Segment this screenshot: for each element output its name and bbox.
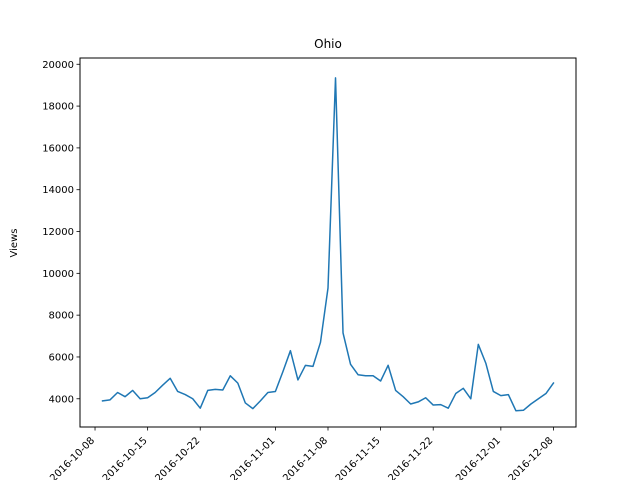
y-tick-label: 12000 — [42, 227, 74, 238]
y-tick-label: 6000 — [49, 352, 74, 363]
chart-title: Ohio — [314, 37, 342, 51]
y-tick-label: 16000 — [42, 143, 74, 154]
y-tick-label: 18000 — [42, 102, 74, 113]
y-tick-label: 20000 — [42, 60, 74, 71]
y-axis-label: Views — [9, 229, 20, 258]
axes-frame — [79, 57, 577, 428]
y-tick-label: 4000 — [49, 394, 74, 405]
y-tick-label: 14000 — [42, 185, 74, 196]
series-line — [101, 77, 555, 412]
y-tick-label: 8000 — [49, 311, 74, 322]
y-tick-label: 10000 — [42, 269, 74, 280]
